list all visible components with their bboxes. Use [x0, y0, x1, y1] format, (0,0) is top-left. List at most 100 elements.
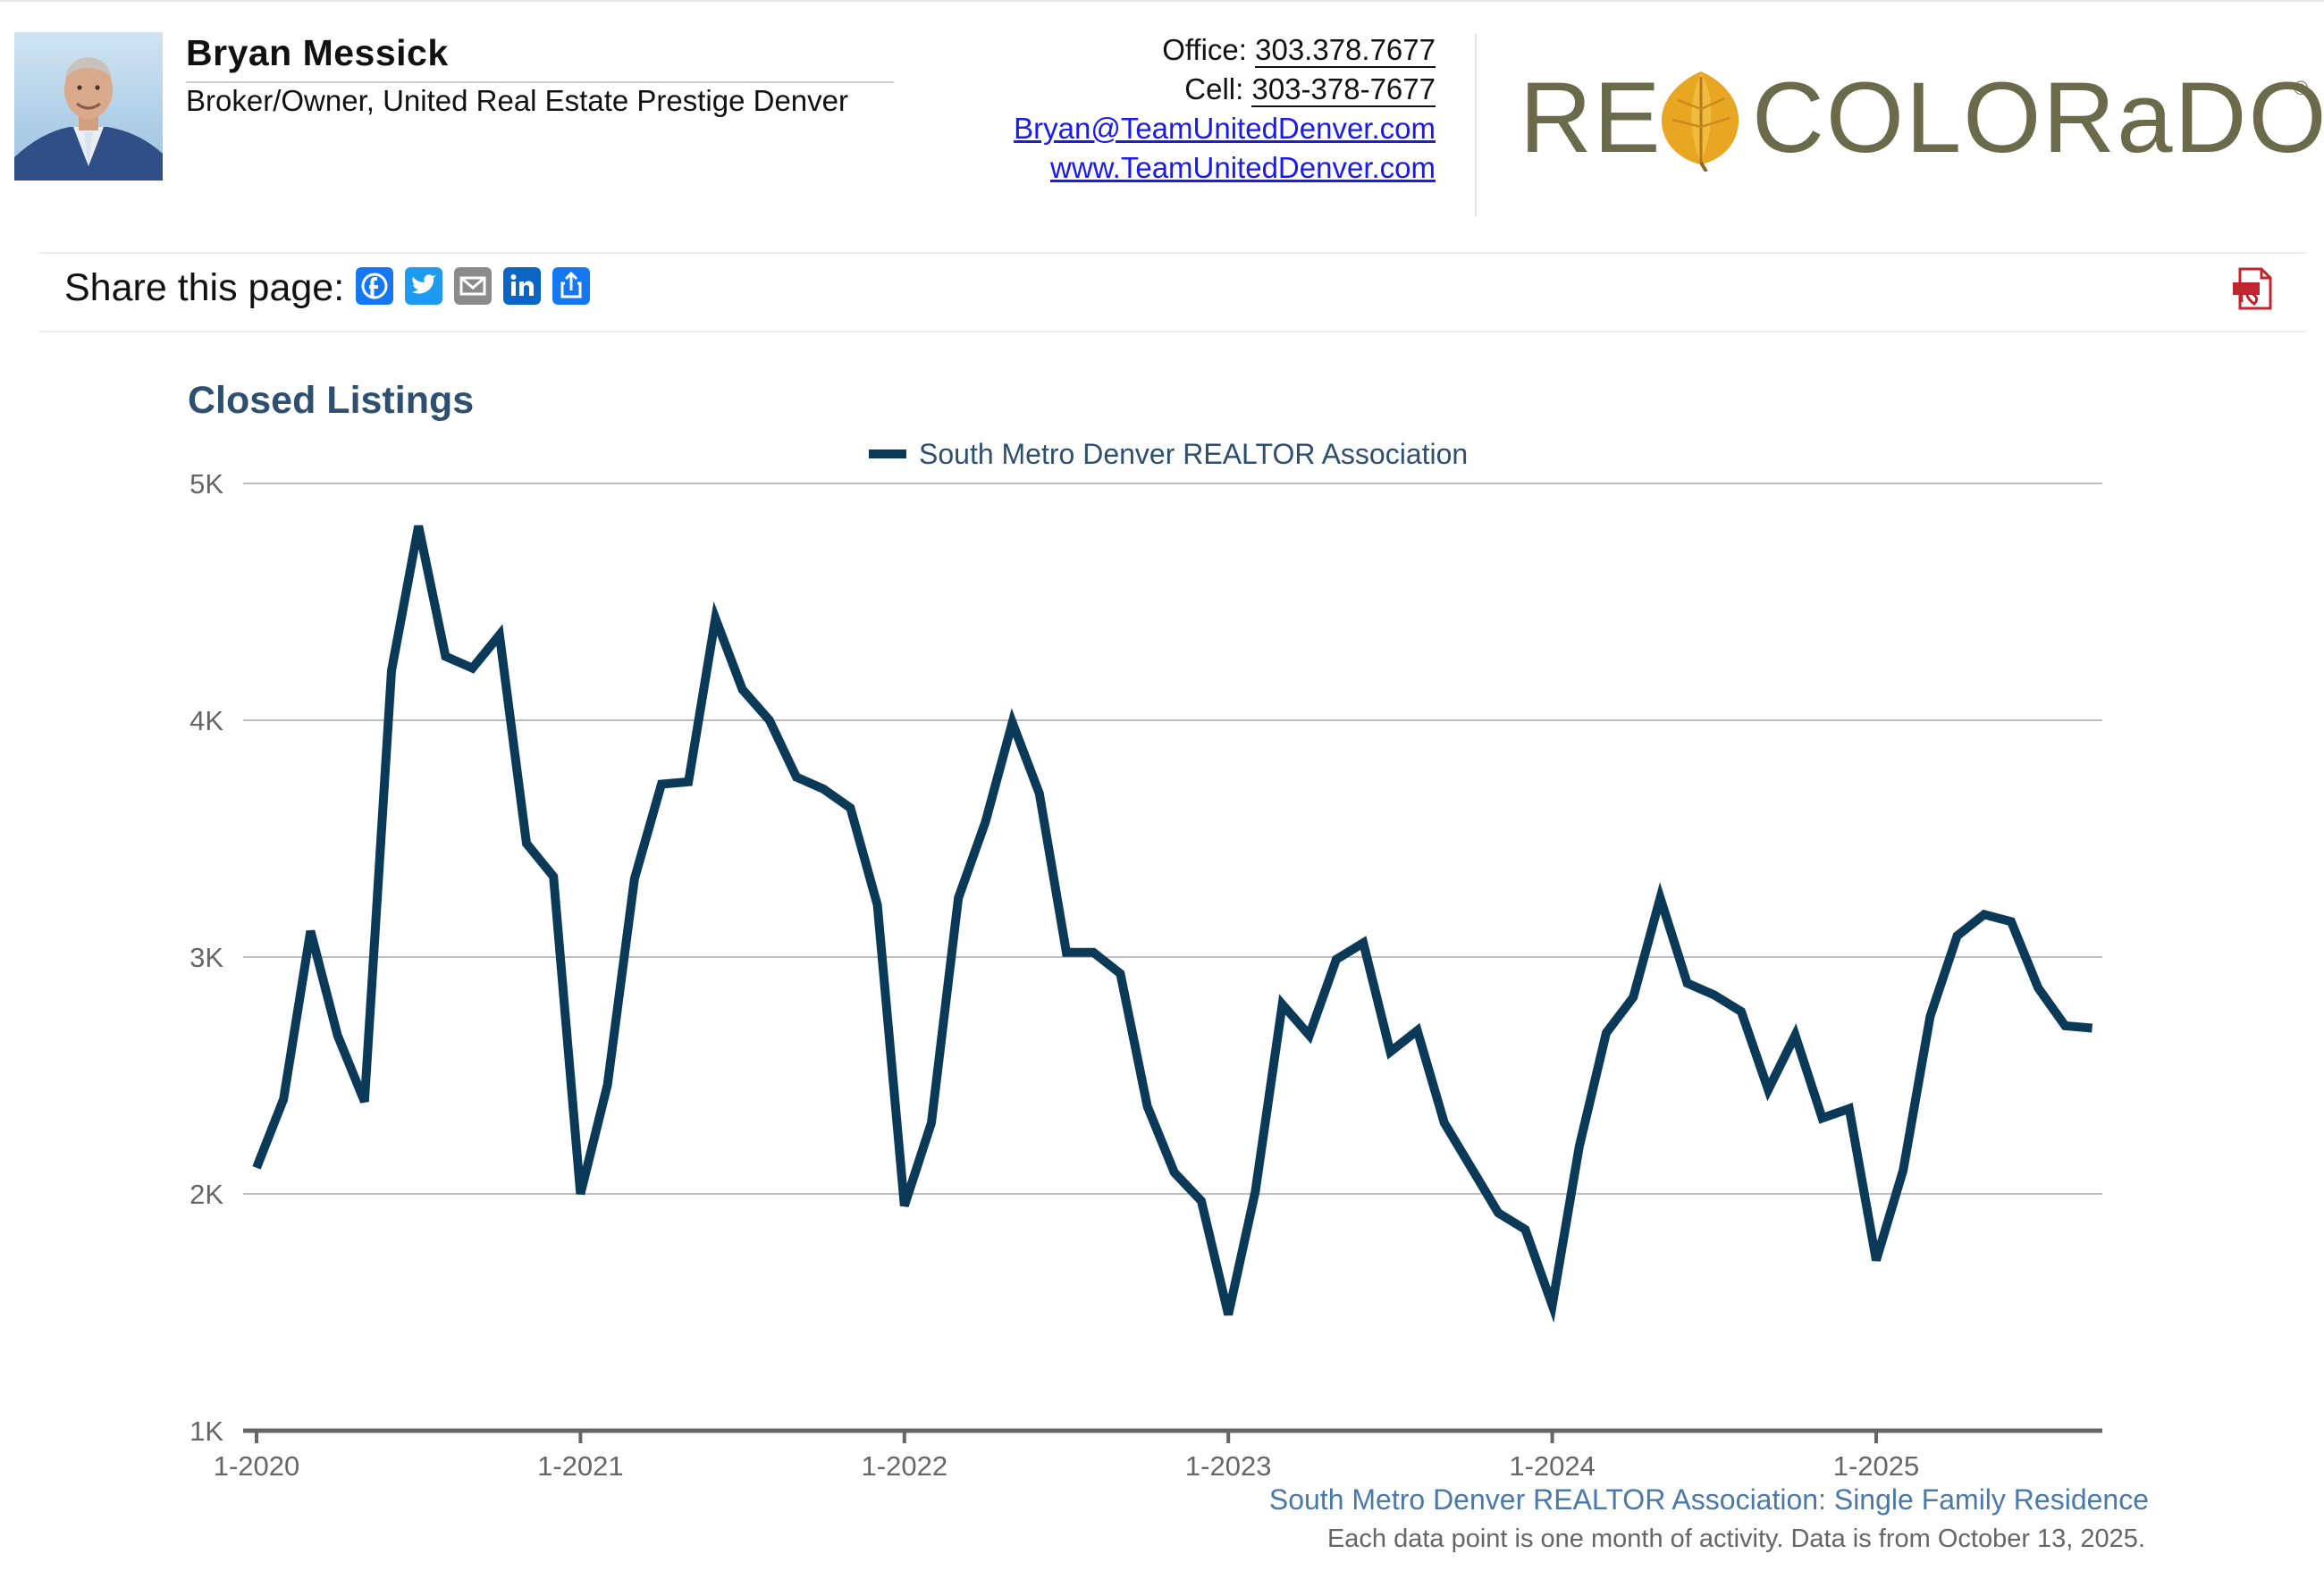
- logo-text-right: COLORaDO: [1752, 62, 2324, 173]
- data-point: [603, 1080, 612, 1089]
- data-point: [1818, 1113, 1827, 1122]
- data-point: [306, 927, 315, 936]
- x-tick-label: 1-2020: [214, 1450, 300, 1482]
- data-point: [846, 803, 855, 812]
- data-point: [1062, 948, 1071, 957]
- x-tick-label: 1-2025: [1833, 1450, 1920, 1482]
- data-point: [2088, 1024, 2097, 1033]
- data-point: [495, 631, 504, 640]
- data-point: [792, 773, 801, 782]
- y-tick-label: 2K: [189, 1179, 223, 1210]
- data-point: [1953, 931, 1962, 940]
- data-point: [1305, 1030, 1314, 1039]
- y-tick-label: 4K: [189, 705, 223, 736]
- twitter-icon[interactable]: [405, 267, 442, 305]
- data-point: [1845, 1105, 1854, 1113]
- email-icon[interactable]: [454, 267, 492, 305]
- website-link[interactable]: www.TeamUnitedDenver.com: [1050, 151, 1436, 184]
- data-point: [549, 872, 558, 881]
- data-point: [1089, 948, 1098, 957]
- agent-name: Bryan Messick: [186, 32, 449, 73]
- data-point: [1008, 718, 1017, 727]
- data-point: [279, 1095, 288, 1104]
- agent-avatar: [14, 32, 163, 181]
- agent-title: Broker/Owner, United Real Estate Prestig…: [186, 84, 849, 117]
- y-tick-label: 1K: [189, 1416, 223, 1447]
- data-point: [927, 1119, 936, 1128]
- data-point: [630, 875, 639, 884]
- y-tick-label: 5K: [189, 468, 223, 500]
- pdf-icon[interactable]: [2231, 266, 2278, 311]
- data-point: [1683, 979, 1692, 987]
- data-point: [1250, 1187, 1259, 1196]
- linkedin-icon[interactable]: [503, 267, 541, 305]
- legend-label: South Metro Denver REALTOR Association: [919, 438, 1468, 470]
- data-point: [333, 1030, 342, 1039]
- share-icon[interactable]: [552, 267, 590, 305]
- data-point: [522, 839, 531, 848]
- data-point: [1790, 1030, 1799, 1039]
- data-point: [765, 716, 774, 725]
- x-tick-label: 1-2022: [862, 1450, 948, 1482]
- cell-phone[interactable]: 303-378-7677: [1251, 72, 1436, 107]
- data-point: [711, 614, 720, 623]
- x-tick-label: 1-2024: [1509, 1450, 1596, 1482]
- data-point: [1116, 970, 1124, 979]
- data-point: [1359, 938, 1368, 947]
- aspen-leaf-icon: [1661, 71, 1739, 172]
- data-point: [360, 1097, 369, 1106]
- data-point: [1629, 993, 1638, 1002]
- header-divider: [1475, 34, 1477, 216]
- data-point: [1413, 1026, 1422, 1035]
- series-line: [252, 525, 2093, 1323]
- data-point: [2034, 983, 2042, 992]
- share-label: Share this page:: [64, 266, 345, 309]
- logo-text-left: RE: [1520, 62, 1663, 173]
- chart-title: Closed Listings: [188, 379, 475, 422]
- data-point: [1494, 1208, 1503, 1217]
- recolorado-logo[interactable]: RE COLORaDO ®: [1520, 62, 2324, 173]
- data-point: [1872, 1256, 1881, 1264]
- office-line: Office: 303.378.7677: [1162, 30, 1436, 70]
- data-point: [1548, 1301, 1557, 1310]
- data-point: [954, 894, 963, 903]
- y-tick-label: 3K: [189, 942, 223, 973]
- data-point: [1385, 1047, 1394, 1056]
- data-point: [1899, 1166, 1907, 1175]
- chart-note: Each data point is one month of activity…: [1326, 1525, 2145, 1553]
- data-point: [1224, 1310, 1233, 1319]
- data-point: [1440, 1119, 1449, 1128]
- data-point: [1764, 1085, 1772, 1094]
- cell-label: Cell:: [1184, 72, 1244, 105]
- share-bar-top-border: [39, 252, 2306, 254]
- data-point: [1980, 910, 1989, 919]
- registered-mark: ®: [2294, 77, 2309, 99]
- data-point: [576, 1189, 585, 1198]
- email-link[interactable]: Bryan@TeamUnitedDenver.com: [1014, 112, 1436, 145]
- data-point: [1197, 1197, 1206, 1206]
- data-point: [1602, 1029, 1611, 1038]
- data-point: [1332, 955, 1341, 964]
- data-point: [1925, 1012, 1934, 1021]
- data-point: [1035, 789, 1044, 798]
- office-label: Office:: [1162, 33, 1247, 66]
- data-point: [2060, 1021, 2069, 1030]
- closed-listings-chart: 1K 2K 3K 4K 5K 1-2020 1-2021 1-2022 1-2023 1-2024…: [189, 438, 2102, 1482]
- data-point: [1170, 1168, 1179, 1177]
- data-point: [981, 818, 989, 827]
- data-point: [657, 780, 666, 789]
- office-phone[interactable]: 303.378.7677: [1255, 33, 1436, 68]
- data-point: [387, 666, 396, 675]
- email-line: Bryan@TeamUnitedDenver.com: [1014, 109, 1436, 148]
- chart-source[interactable]: South Metro Denver REALTOR Association: …: [1268, 1483, 2149, 1516]
- data-point: [873, 901, 882, 910]
- data-point: [1575, 1142, 1584, 1151]
- data-point: [1467, 1164, 1476, 1172]
- cell-line: Cell: 303-378-7677: [1184, 70, 1436, 109]
- data-point: [738, 685, 747, 694]
- data-point: [1655, 894, 1664, 903]
- data-point: [2007, 917, 2016, 926]
- name-divider: [186, 81, 894, 83]
- facebook-icon[interactable]: [356, 267, 393, 305]
- data-point: [441, 651, 450, 660]
